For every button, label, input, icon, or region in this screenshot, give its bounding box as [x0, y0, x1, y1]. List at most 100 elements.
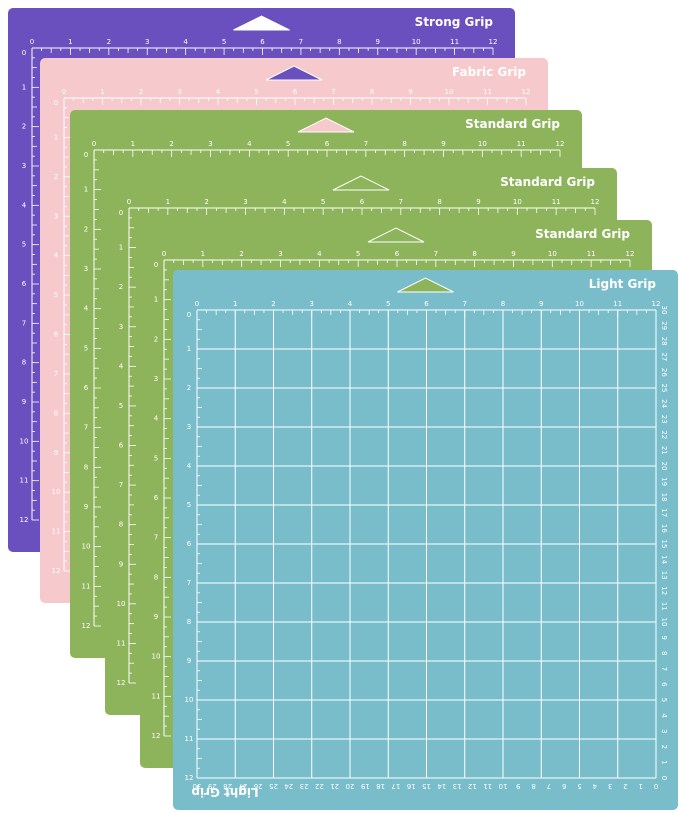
inch-number: 1	[100, 88, 104, 96]
inch-number: 10	[412, 38, 421, 46]
cm-number: 20	[346, 782, 355, 790]
cm-number: 22	[660, 430, 668, 439]
inch-number: 11	[117, 639, 126, 647]
inch-number: 1	[187, 345, 191, 353]
inch-number: 11	[152, 692, 161, 700]
inch-number: 8	[437, 198, 441, 206]
cm-number: 4	[660, 713, 668, 718]
inch-number: 6	[260, 38, 265, 46]
inch-number: 5	[321, 198, 325, 206]
inch-number: 11	[613, 300, 622, 308]
inch-number: 12	[522, 88, 531, 96]
cm-number: 6	[660, 682, 668, 687]
inch-number: 0	[162, 250, 166, 258]
inch-number: 1	[166, 198, 170, 206]
cm-number: 1	[638, 782, 642, 790]
cm-number: 27	[238, 782, 247, 790]
cm-number: 8	[660, 651, 668, 655]
inch-number: 3	[208, 140, 212, 148]
cm-number: 16	[660, 524, 668, 533]
cm-number: 30	[193, 782, 202, 790]
inch-number: 8	[187, 618, 191, 626]
cm-number: 10	[660, 618, 668, 627]
inch-number: 5	[254, 88, 258, 96]
cm-number: 28	[660, 337, 668, 346]
cm-number: 6	[561, 782, 566, 790]
mat-body	[173, 270, 678, 810]
cm-number: 20	[660, 462, 668, 471]
cm-number: 14	[660, 555, 668, 564]
cm-number: 25	[660, 384, 668, 393]
inch-number: 0	[195, 300, 199, 308]
cm-number: 23	[300, 782, 309, 790]
cm-number: 0	[654, 782, 658, 790]
inch-number: 3	[145, 38, 149, 46]
hanging-notch	[233, 15, 290, 31]
inch-number: 6	[325, 140, 330, 148]
inch-number: 10	[513, 198, 522, 206]
inch-number: 9	[84, 503, 88, 511]
inch-number: 4	[22, 201, 27, 209]
mat-label: Standard Grip	[535, 227, 630, 241]
inch-number: 10	[52, 488, 61, 496]
inch-number: 3	[119, 323, 123, 331]
inch-number: 12	[652, 300, 661, 308]
inch-number: 10	[82, 543, 91, 551]
inch-number: 11	[52, 528, 61, 536]
inch-number: 5	[286, 140, 290, 148]
cm-number: 5	[577, 782, 581, 790]
cm-number: 4	[592, 782, 597, 790]
hanging-notch	[367, 227, 425, 243]
inch-number: 2	[169, 140, 173, 148]
hanging-notch	[265, 65, 323, 81]
inch-number: 6	[424, 300, 429, 308]
inch-number: 8	[402, 140, 406, 148]
cm-number: 28	[223, 782, 232, 790]
inch-number: 7	[299, 38, 303, 46]
cm-number: 26	[253, 782, 262, 790]
inch-number: 1	[131, 140, 135, 148]
cm-number: 27	[660, 352, 668, 361]
cm-number: 11	[660, 602, 668, 611]
inch-number: 10	[575, 300, 584, 308]
cm-number: 26	[660, 368, 668, 377]
inch-number: 5	[119, 402, 123, 410]
cm-number: 2	[660, 745, 668, 749]
inch-number: 2	[107, 38, 111, 46]
cm-number: 25	[269, 782, 278, 790]
inch-number: 4	[84, 305, 89, 313]
inch-number: 1	[68, 38, 72, 46]
inch-number: 10	[117, 600, 126, 608]
inch-number: 7	[331, 88, 335, 96]
inch-number: 11	[587, 250, 596, 258]
inch-number: 3	[187, 423, 191, 431]
inch-number: 9	[539, 300, 543, 308]
cm-number: 1	[660, 760, 668, 764]
inch-number: 0	[84, 151, 88, 159]
cm-number: 2	[623, 782, 627, 790]
inch-number: 3	[84, 265, 88, 273]
inch-number: 0	[92, 140, 96, 148]
inch-number: 2	[154, 335, 158, 343]
inch-number: 0	[119, 209, 123, 217]
inch-number: 7	[119, 481, 123, 489]
inch-number: 5	[54, 291, 58, 299]
inch-number: 6	[154, 494, 159, 502]
cm-number: 17	[391, 782, 400, 790]
inch-number: 5	[154, 454, 158, 462]
inch-number: 6	[293, 88, 298, 96]
inch-number: 7	[154, 534, 158, 542]
inch-number: 4	[54, 252, 59, 260]
cm-number: 22	[315, 782, 324, 790]
cm-number: 7	[547, 782, 551, 790]
inch-number: 8	[501, 300, 505, 308]
inch-number: 9	[22, 398, 26, 406]
inch-number: 12	[591, 198, 600, 206]
inch-number: 6	[360, 198, 365, 206]
inch-number: 4	[282, 198, 287, 206]
cm-number: 24	[284, 782, 293, 790]
cm-number: 7	[660, 667, 668, 671]
inch-number: 7	[54, 370, 58, 378]
inch-number: 7	[399, 198, 403, 206]
